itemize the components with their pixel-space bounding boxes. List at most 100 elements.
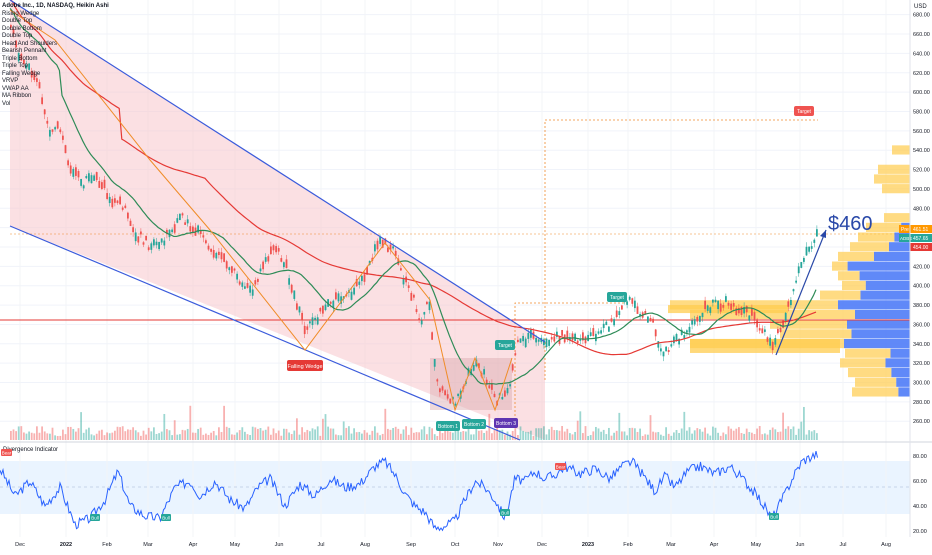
indicator-item[interactable]: Vol bbox=[2, 100, 11, 107]
target-mid-text: Target bbox=[610, 295, 625, 301]
vp-bar-up bbox=[845, 348, 891, 358]
volume-bar bbox=[301, 427, 303, 440]
volume-bar bbox=[553, 430, 556, 440]
candle-body bbox=[413, 294, 415, 298]
candle-body bbox=[574, 333, 576, 341]
candle-body bbox=[608, 326, 610, 332]
volume-bar bbox=[56, 435, 59, 440]
candle-body bbox=[699, 315, 701, 322]
candle-body bbox=[17, 52, 20, 62]
target-line-mid bbox=[514, 302, 630, 420]
symbol-line[interactable]: Adobe Inc., 1D, NASDAQ, Heikin Ashi bbox=[2, 3, 109, 9]
indicator-item[interactable]: Double Top bbox=[2, 18, 33, 24]
time-label: 2022 bbox=[60, 542, 72, 548]
candle-body bbox=[218, 251, 220, 256]
time-label: Apr bbox=[710, 542, 719, 548]
candle-body bbox=[207, 245, 210, 250]
indicator-item[interactable]: VRVP bbox=[2, 78, 19, 84]
candle-body bbox=[782, 320, 784, 328]
volume-bar bbox=[600, 431, 602, 440]
time-label: Dec bbox=[537, 542, 547, 548]
volume-bar bbox=[470, 434, 472, 440]
volume-bar bbox=[98, 430, 101, 440]
volume-bar bbox=[62, 429, 64, 440]
candle-body bbox=[38, 82, 41, 89]
volume-bar bbox=[810, 431, 813, 440]
vp-bar-down bbox=[874, 251, 910, 262]
volume-bar bbox=[816, 433, 818, 440]
volume-bar bbox=[25, 433, 28, 440]
volume-bar bbox=[415, 432, 418, 440]
volume-bar bbox=[548, 429, 550, 440]
volume-bar bbox=[753, 434, 756, 440]
candle-body bbox=[350, 291, 353, 300]
candle-body bbox=[446, 394, 449, 399]
target-line-top bbox=[544, 119, 818, 380]
candle-body bbox=[522, 335, 524, 342]
volume-bar bbox=[394, 426, 397, 440]
price-tags: Pre 461.51 ADBE 457.65 454.00 bbox=[899, 225, 932, 251]
volume-bar bbox=[764, 433, 766, 440]
volume-bar bbox=[420, 429, 423, 440]
volume-bar bbox=[348, 426, 350, 440]
volume-bar bbox=[491, 433, 493, 440]
indicator-item[interactable]: Double Top bbox=[2, 33, 33, 39]
indicator-item[interactable]: Falling Wedge bbox=[2, 70, 41, 77]
price-tick: 260.00 bbox=[913, 419, 930, 425]
candle-body bbox=[678, 338, 680, 345]
volume-bar bbox=[790, 429, 792, 440]
vp-bar-down bbox=[896, 377, 910, 387]
svg-text:Bull: Bull bbox=[91, 516, 99, 521]
volume-bar bbox=[792, 426, 795, 440]
ma-200-line bbox=[10, 0, 817, 356]
volume-bar bbox=[212, 430, 215, 440]
price-tick: 320.00 bbox=[913, 361, 930, 367]
candle-body bbox=[210, 248, 212, 252]
pre-tag-label: Pre bbox=[901, 227, 909, 233]
volume-bar bbox=[249, 435, 251, 440]
candle-body bbox=[592, 328, 595, 337]
volume-bar bbox=[54, 435, 56, 440]
time-label: Sep bbox=[406, 542, 416, 548]
candle-body bbox=[309, 321, 311, 324]
indicator-item[interactable]: Triple Bottom bbox=[2, 55, 38, 62]
indicator-item[interactable]: Rising Wedge bbox=[2, 10, 40, 17]
vp-bar-down bbox=[890, 348, 910, 358]
bull-marker-3 bbox=[500, 509, 510, 516]
bear-marker-1 bbox=[1, 449, 12, 456]
volume-bar bbox=[270, 434, 272, 440]
candle-body bbox=[764, 329, 766, 332]
candle-body bbox=[132, 227, 134, 233]
candle-body bbox=[467, 368, 470, 376]
volume-bar bbox=[236, 432, 238, 440]
candle-body bbox=[410, 292, 413, 301]
bottom2-label: Bottom 2 bbox=[462, 419, 486, 429]
price-tick: 340.00 bbox=[913, 342, 930, 348]
indicator-item[interactable]: VWAP AA bbox=[2, 85, 29, 92]
vp-bar-down bbox=[860, 290, 910, 300]
wedge-upper-line bbox=[9, 0, 546, 343]
indicator-item[interactable]: Bearish Pennant bbox=[2, 48, 47, 54]
candle-body bbox=[244, 286, 246, 289]
volume-bar bbox=[254, 427, 257, 440]
volume-bar bbox=[675, 429, 678, 440]
volume-bar bbox=[327, 426, 329, 440]
candle-body bbox=[54, 127, 56, 130]
vp-bar-up bbox=[852, 387, 899, 397]
candle-body bbox=[535, 337, 537, 343]
volume-bar bbox=[686, 430, 688, 440]
volume-bar bbox=[605, 434, 608, 440]
indicator-item[interactable]: Head And Shoulders bbox=[2, 40, 58, 47]
candle-body bbox=[116, 200, 119, 204]
candle-body bbox=[75, 167, 77, 176]
volume-bar bbox=[272, 428, 275, 440]
indicator-item[interactable]: Triple Top bbox=[2, 63, 29, 69]
volume-bar bbox=[43, 431, 46, 440]
indicator-item[interactable]: Double Bottom bbox=[2, 25, 42, 32]
volume-bar bbox=[257, 428, 259, 440]
volume-bar bbox=[727, 426, 730, 440]
price-tick: 660.00 bbox=[913, 32, 930, 38]
indicator-item[interactable]: MA Ribbon bbox=[2, 93, 32, 99]
candle-body bbox=[740, 306, 743, 315]
